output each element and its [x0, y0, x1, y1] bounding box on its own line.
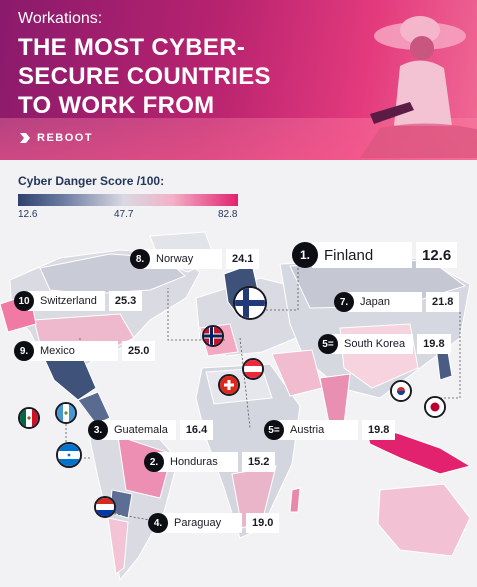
rank-badge: 10 [14, 291, 34, 311]
ranking-label-1: 1. Finland 12.6 [292, 242, 458, 268]
country-score: 19.8 [417, 334, 451, 354]
japan-flag-icon [426, 398, 444, 416]
country-score: 19.0 [246, 513, 280, 533]
finland-flag-icon [235, 288, 265, 318]
legend-max: 82.8 [218, 209, 238, 220]
guatemala-flag-icon [57, 404, 75, 422]
rank-badge: 4. [148, 513, 168, 533]
leader-lines [65, 268, 461, 521]
ranking-label-2: 2. Honduras 15.2 [144, 451, 276, 473]
austria-flag-pin [242, 358, 264, 380]
country-score: 12.6 [416, 242, 458, 268]
australia-landmass [377, 483, 471, 557]
country-score: 21.8 [426, 292, 460, 312]
country-score: 25.3 [108, 291, 143, 311]
switzerland-flag-pin [218, 374, 240, 396]
rank-badge: 9. [14, 341, 34, 361]
rank-badge: 5= [264, 420, 284, 440]
country-name: Finland [312, 242, 412, 268]
country-name: Paraguay [162, 513, 242, 533]
central-america-region [77, 391, 111, 425]
country-name: Switzerland [28, 291, 105, 311]
country-name: Austria [278, 420, 358, 440]
country-name: Honduras [158, 452, 238, 472]
country-name: South Korea [332, 334, 414, 354]
ranking-label-7: 7. Japan 21.8 [334, 291, 460, 313]
legend-title: Cyber Danger Score /100: [18, 174, 165, 188]
rank-badge: 1. [292, 242, 318, 268]
rank-badge: 2. [144, 452, 164, 472]
rank-badge: 3. [88, 420, 108, 440]
norway-flag-pin [202, 325, 224, 347]
finland-flag-pin [233, 286, 267, 320]
south-korea-flag-pin [390, 380, 412, 402]
legend-ticks: 12.6 47.7 82.8 [18, 209, 243, 223]
mexico-flag-pin [18, 407, 40, 429]
country-score: 19.8 [362, 420, 396, 440]
color-legend: Cyber Danger Score /100: 12.6 47.7 82.8 [18, 174, 243, 223]
rank-badge: 8. [130, 249, 150, 269]
country-score: 16.4 [179, 420, 214, 440]
country-score: 15.2 [242, 452, 276, 472]
legend-min: 12.6 [18, 209, 38, 220]
title-line-2: SECURE COUNTRIES [18, 63, 271, 90]
country-name: Guatemala [102, 420, 176, 440]
ranking-label-5-austria: 5= Austria 19.8 [264, 419, 396, 441]
mexico-flag-icon [20, 409, 38, 427]
country-name: Mexico [28, 341, 118, 361]
paraguay-flag-pin [94, 496, 116, 518]
argentina-region [107, 517, 129, 575]
ranking-label-5-south-korea: 5= South Korea 19.8 [318, 333, 451, 355]
rank-badge: 7. [334, 292, 354, 312]
honduras-flag-icon [58, 444, 80, 466]
country-score: 24.1 [226, 249, 260, 269]
header-banner: Workations: THE MOST CYBER- SECURE COUNT… [0, 0, 477, 160]
ranking-label-8: 8. Norway 24.1 [130, 248, 260, 270]
ranking-label-4: 4. Paraguay 19.0 [148, 512, 280, 534]
rank-badge: 5= [318, 334, 338, 354]
country-name: Norway [144, 249, 222, 269]
switzerland-flag-icon [220, 376, 238, 394]
title-line-3: TO WORK FROM [18, 92, 215, 119]
madagascar [289, 487, 301, 513]
country-name: Japan [348, 292, 422, 312]
honduras-flag-pin [56, 442, 82, 468]
country-score: 25.0 [122, 341, 156, 361]
reboot-logo-icon [20, 133, 30, 143]
brand-name: REBOOT [37, 132, 94, 144]
legend-mid: 47.7 [114, 209, 134, 220]
paraguay-flag-icon [96, 498, 114, 516]
reboot-logo: REBOOT [18, 131, 93, 145]
title-line-1: THE MOST CYBER- [18, 34, 246, 61]
woman-with-laptop-photo [360, 16, 477, 158]
austria-flag-icon [244, 360, 262, 378]
ranking-label-9: 9. Mexico 25.0 [14, 340, 156, 362]
japan-flag-pin [424, 396, 446, 418]
guatemala-flag-pin [55, 402, 77, 424]
ranking-label-3: 3. Guatemala 16.4 [88, 419, 214, 441]
south-korea-flag-icon [392, 382, 410, 400]
eyebrow-text: Workations: [18, 10, 103, 27]
ranking-label-10: 10 Switzerland 25.3 [14, 290, 143, 312]
legend-gradient-bar [18, 194, 238, 206]
norway-flag-icon [204, 327, 222, 345]
